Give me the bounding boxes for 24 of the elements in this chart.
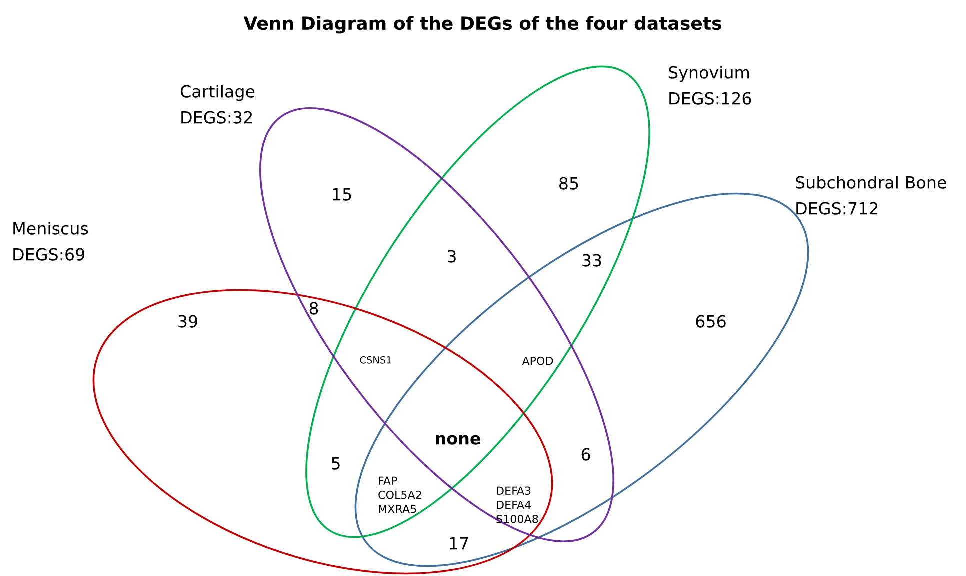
text: 33 <box>582 254 602 267</box>
text: 5 <box>332 457 340 470</box>
category-label: Subchondral Bone <box>796 176 946 189</box>
text: FAP COL5A2 MXRA5 <box>378 476 422 514</box>
text: CSNS1 <box>360 356 392 364</box>
text: Venn Diagram of the DEGs of the four datasets <box>244 16 722 34</box>
data-label: DEGS:32 <box>182 111 252 124</box>
category-label: Meniscus <box>14 222 88 235</box>
text: 3 <box>448 250 456 263</box>
text: 15 <box>333 188 352 201</box>
text: 39 <box>178 315 198 328</box>
data-label: DEGS:69 <box>14 248 85 261</box>
text: 656 <box>696 315 726 328</box>
text: 8 <box>310 302 318 315</box>
category-label: Cartilage <box>180 85 255 102</box>
text: 85 <box>560 177 578 190</box>
text: 6 <box>582 448 590 461</box>
category-label: Synovium <box>669 66 750 82</box>
text: none <box>436 435 480 445</box>
data-label: DEGS:126 <box>670 92 752 105</box>
text: APOD <box>522 356 554 366</box>
text: DEFA3 DEFA4 S100A8 <box>496 486 538 524</box>
data-label: DEGS:712 <box>796 202 878 215</box>
text: 17 <box>450 537 468 550</box>
